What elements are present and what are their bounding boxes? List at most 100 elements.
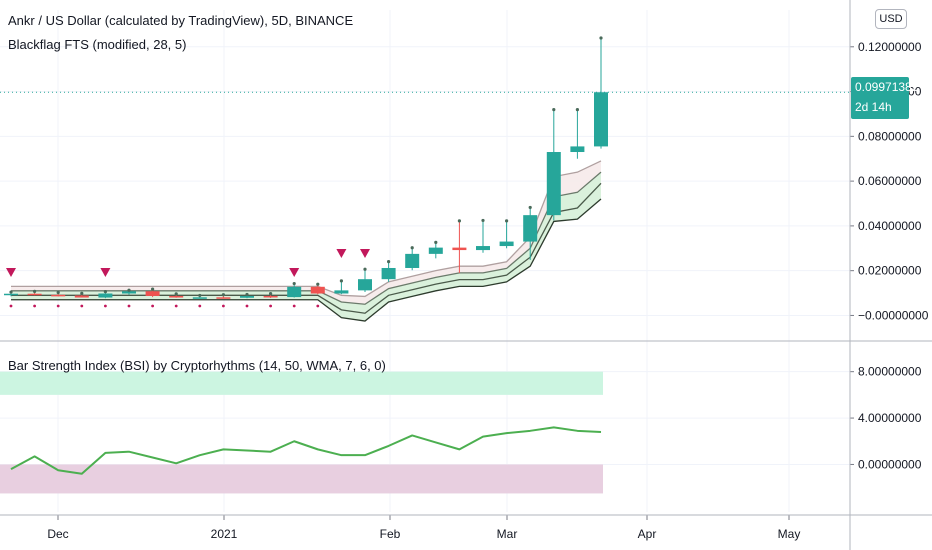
- sell-signal-marker: [289, 268, 300, 277]
- candle: [570, 107, 585, 159]
- candle-body: [263, 295, 278, 298]
- candle-low-dot: [104, 304, 107, 308]
- bsi-axis-label: 0.00000000: [858, 457, 922, 471]
- candle: [4, 290, 18, 308]
- bsi-zones: [0, 371, 603, 494]
- candle-high-dot: [481, 218, 485, 223]
- candle-high-dot: [457, 219, 461, 223]
- band-line: [11, 171, 602, 305]
- candle-high-dot: [410, 246, 414, 250]
- candle: [145, 287, 160, 308]
- candle-body: [405, 253, 420, 268]
- candle-body: [428, 247, 443, 254]
- candle-body: [570, 146, 585, 153]
- candle-body: [499, 241, 514, 247]
- indicator-title: Bar Strength Index (BSI) by Cryptorhythm…: [8, 358, 386, 373]
- candle-high-dot: [56, 290, 60, 295]
- candle: [216, 293, 231, 308]
- candle: [452, 219, 467, 273]
- price-axis-label: 0.08000000: [858, 129, 922, 143]
- time-axis-label: Mar: [497, 527, 518, 541]
- candle: [287, 281, 302, 308]
- time-axis-label: Dec: [47, 527, 68, 541]
- candle-body: [169, 295, 184, 298]
- candle: [428, 240, 443, 259]
- candle-low-dot: [292, 304, 296, 308]
- band-fill: [11, 172, 601, 314]
- candle-body: [287, 286, 302, 298]
- candle-body: [27, 293, 42, 296]
- price-axis-label: 0.02000000: [858, 264, 922, 278]
- sell-signal-marker: [100, 268, 111, 277]
- candle-low-dot: [222, 304, 225, 308]
- candle-high-dot: [552, 107, 556, 112]
- candle-body: [452, 247, 467, 251]
- last-price-label: 0.09971382: [855, 80, 919, 94]
- candle-low-dot: [9, 304, 13, 308]
- candle-low-dot: [245, 304, 249, 308]
- candle-body: [216, 297, 231, 299]
- candle-high-dot: [575, 107, 580, 112]
- candle: [98, 290, 113, 308]
- candle-body: [476, 246, 490, 251]
- candle-high-dot: [339, 279, 343, 283]
- price-axis-label: 0.06000000: [858, 174, 922, 188]
- candle-body: [4, 293, 18, 296]
- candle-low-dot: [80, 304, 84, 308]
- price-axis-label: 0.12000000: [858, 40, 922, 54]
- candle-low-dot: [198, 304, 202, 308]
- candle: [192, 293, 207, 308]
- candle-body: [358, 279, 372, 291]
- band-line: [11, 160, 602, 298]
- candle-low-dot: [127, 304, 131, 308]
- candle-high-dot: [316, 282, 320, 286]
- candle: [310, 282, 325, 308]
- candle-high-dot: [387, 260, 391, 264]
- candle-high-dot: [528, 205, 532, 210]
- band-line: [11, 198, 602, 322]
- bsi-lower-zone: [0, 464, 603, 494]
- candle-high-dot: [269, 292, 273, 296]
- candle-body: [334, 290, 349, 294]
- candle-low-dot: [174, 304, 178, 308]
- candle-body: [122, 291, 136, 294]
- bsi-axis-label: 8.00000000: [858, 365, 922, 379]
- candle-body: [74, 295, 89, 298]
- candle-body: [192, 297, 207, 299]
- grid: [0, 10, 850, 512]
- candle-high-dot: [245, 292, 249, 297]
- candle-high-dot: [505, 219, 509, 223]
- candle-body: [523, 215, 538, 242]
- candle: [51, 290, 66, 308]
- last-price-tag: 0.09971382 2d 14h: [851, 77, 919, 119]
- currency-button[interactable]: USD: [875, 9, 907, 29]
- candle: [169, 292, 184, 308]
- band-fill: [11, 183, 601, 322]
- symbol-title: Ankr / US Dollar (calculated by TradingV…: [8, 13, 354, 28]
- bsi-upper-zone: [0, 371, 603, 395]
- candle: [27, 289, 42, 308]
- candle: [499, 219, 514, 249]
- candle-body: [381, 267, 396, 280]
- countdown-label: 2d 14h: [855, 100, 892, 114]
- candle: [546, 107, 561, 221]
- candle-low-dot: [269, 304, 272, 308]
- candle-low-dot: [56, 304, 60, 308]
- candle: [74, 291, 89, 308]
- candle: [405, 246, 420, 271]
- candle-high-dot: [103, 290, 107, 294]
- candle-high-dot: [292, 281, 296, 286]
- time-axis-label: Apr: [638, 527, 657, 541]
- candle-low-dot: [33, 304, 36, 308]
- candle-high-dot: [151, 287, 155, 291]
- overlay-title: Blackflag FTS (modified, 28, 5): [8, 37, 187, 52]
- signal-markers: [6, 249, 370, 277]
- candle-high-dot: [198, 293, 202, 298]
- candle-body: [51, 294, 66, 297]
- candle-body: [98, 293, 113, 298]
- candle-high-dot: [221, 293, 225, 297]
- candle: [381, 260, 396, 282]
- candle-body: [594, 92, 608, 147]
- candles: [4, 36, 608, 308]
